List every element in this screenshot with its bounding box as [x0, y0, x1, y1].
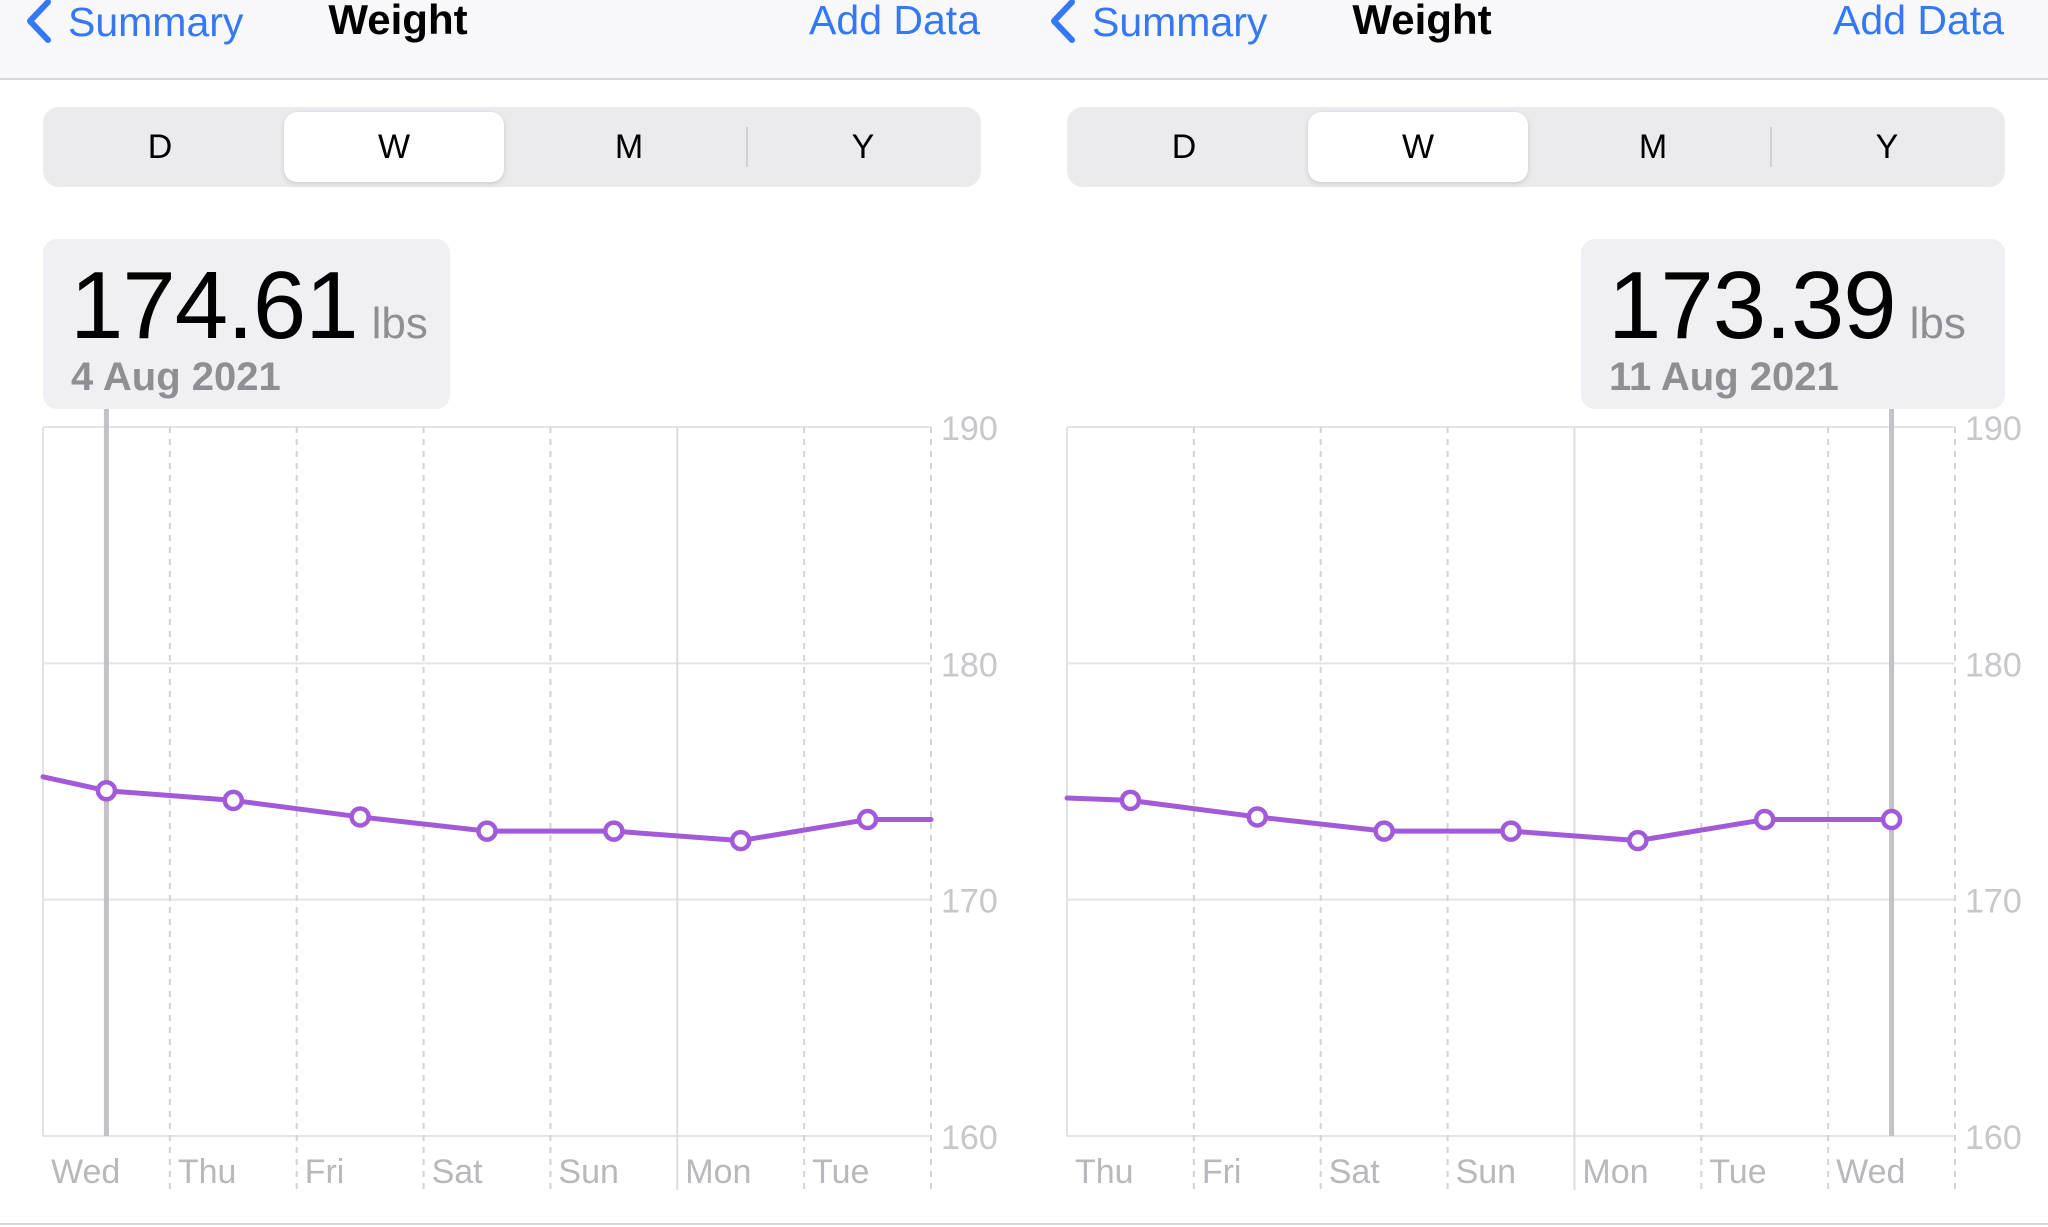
- data-point: [856, 808, 879, 831]
- x-tick-label: Wed: [51, 1153, 120, 1191]
- x-tick-label: Sun: [1456, 1153, 1517, 1191]
- y-tick-label: 190: [1965, 410, 2022, 448]
- page-title: Weight: [1352, 0, 1492, 43]
- segment-divider: [746, 127, 748, 167]
- x-tick-label: Sat: [432, 1153, 484, 1191]
- x-tick-label: Thu: [1075, 1153, 1134, 1191]
- segment-week[interactable]: W: [1308, 112, 1528, 182]
- nav-bar: Summary Weight Add Data: [0, 0, 1024, 80]
- time-range-segmented-control: D W M Y: [43, 107, 981, 187]
- segment-day[interactable]: D: [147, 128, 173, 166]
- data-point: [1119, 789, 1142, 812]
- selected-date: 4 Aug 2021: [71, 355, 281, 399]
- y-tick-label: 180: [941, 646, 998, 684]
- segment-day[interactable]: D: [1171, 128, 1197, 166]
- data-point: [349, 806, 371, 828]
- data-point: [222, 789, 245, 812]
- data-point: [1500, 820, 1522, 842]
- selected-weight: 173.39: [1608, 252, 1897, 359]
- x-tick-label: Tue: [1709, 1153, 1766, 1191]
- selection-callout: 174.61 lbs 4 Aug 2021: [43, 239, 450, 409]
- time-range-segmented-control: D W M Y: [1067, 107, 2005, 187]
- data-point: [603, 820, 625, 842]
- bottom-divider: [0, 1223, 2048, 1225]
- chevron-left-icon: [27, 0, 51, 43]
- segment-month[interactable]: M: [614, 128, 644, 166]
- segment-month[interactable]: M: [1638, 128, 1668, 166]
- x-tick-label: Fri: [1202, 1153, 1242, 1191]
- back-button-label: Summary: [1092, 0, 1268, 45]
- weight-unit: lbs: [1909, 299, 1966, 348]
- data-point: [1753, 808, 1776, 831]
- selected-weight: 174.61: [70, 252, 359, 359]
- page-title: Weight: [328, 0, 468, 43]
- weight-line-chart[interactable]: 190 180 170 160 Thu Fri Sat Sun Mon Tue Wed: [1024, 0, 2048, 1227]
- segment-year[interactable]: Y: [851, 128, 875, 166]
- nav-bar: Summary Weight Add Data: [1024, 0, 2048, 80]
- add-data-button[interactable]: Add Data: [809, 0, 980, 43]
- y-tick-label: 160: [941, 1119, 998, 1157]
- selected-value: 174.61 lbs: [70, 251, 428, 361]
- add-data-button[interactable]: Add Data: [1833, 0, 2004, 43]
- x-tick-label: Sat: [1329, 1153, 1381, 1191]
- y-tick-label: 170: [1965, 883, 2022, 921]
- data-point: [1627, 829, 1649, 852]
- data-point: [476, 820, 498, 842]
- back-button[interactable]: Summary: [1046, 0, 1267, 44]
- selected-value: 173.39 lbs: [1608, 251, 1966, 361]
- segment-year[interactable]: Y: [1875, 128, 1899, 166]
- selected-date: 11 Aug 2021: [1609, 355, 1839, 399]
- data-point: [1880, 808, 1903, 831]
- y-tick-label: 190: [941, 410, 998, 448]
- y-tick-label: 170: [941, 883, 998, 921]
- back-button[interactable]: Summary: [22, 0, 243, 44]
- segment-week[interactable]: W: [284, 112, 504, 182]
- weight-panel-right: Summary Weight Add Data D W M Y 173.39 lb…: [1024, 0, 2048, 1227]
- y-tick-label: 160: [1965, 1119, 2022, 1157]
- x-tick-label: Thu: [178, 1153, 237, 1191]
- data-point: [729, 829, 752, 852]
- data-point: [1246, 806, 1269, 828]
- x-tick-label: Mon: [1582, 1153, 1648, 1191]
- segment-divider: [1770, 127, 1772, 167]
- weight-line-chart[interactable]: 190 180 170 160 Wed Thu Fri Sat Sun Mon Tue: [0, 0, 1024, 1227]
- data-point: [1373, 820, 1395, 842]
- y-tick-label: 180: [1965, 646, 2022, 684]
- weight-panel-left: Summary Weight Add Data D W M Y 174.61 lb…: [0, 0, 1024, 1227]
- x-tick-label: Fri: [305, 1153, 345, 1191]
- x-tick-label: Sun: [558, 1153, 619, 1191]
- back-button-label: Summary: [68, 0, 244, 45]
- weight-unit: lbs: [371, 299, 428, 348]
- weight-series-line: [1064, 795, 1895, 844]
- data-point: [95, 779, 118, 802]
- chevron-left-icon: [1051, 0, 1075, 43]
- x-tick-label: Tue: [812, 1153, 869, 1191]
- selection-callout: 173.39 lbs 11 Aug 2021: [1581, 239, 2005, 409]
- x-tick-label: Mon: [685, 1153, 751, 1191]
- x-tick-label: Wed: [1836, 1153, 1905, 1191]
